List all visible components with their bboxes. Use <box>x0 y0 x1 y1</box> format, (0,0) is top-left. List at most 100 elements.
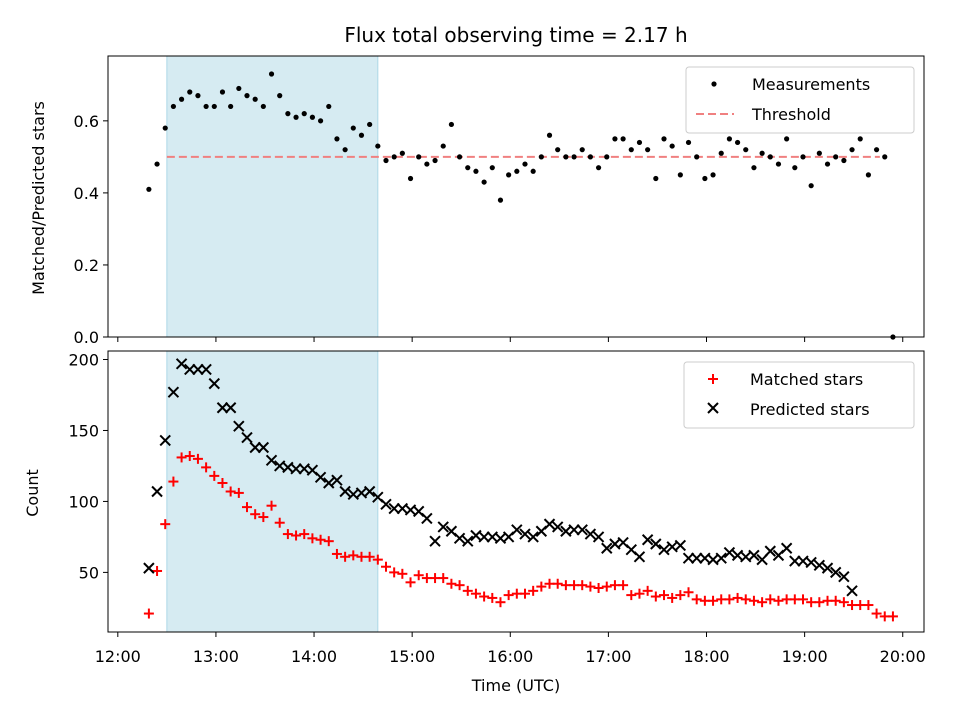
measurement-point <box>211 103 217 110</box>
matched-point <box>160 519 171 530</box>
measurement-point <box>375 143 381 149</box>
matched-point <box>405 577 416 588</box>
measurement-point <box>694 154 700 160</box>
matched-point <box>258 512 269 523</box>
measurement-point <box>833 154 839 160</box>
matched-point <box>397 568 408 579</box>
matched-point <box>176 452 187 463</box>
predicted-point <box>192 363 204 376</box>
predicted-point <box>813 559 826 572</box>
bottom-xtick-label: 15:00 <box>389 647 435 666</box>
measurement-point <box>751 165 757 171</box>
matched-point <box>577 580 588 591</box>
matched-point <box>708 595 719 606</box>
measurement-point <box>604 154 610 160</box>
bottom-axes: 50 100 150 200 12:00 13:00 14:00 15:00 16:00 17:0… <box>68 350 926 666</box>
matched-point <box>413 570 424 581</box>
measurement-point <box>636 139 643 146</box>
bottom-xtick-label: 12:00 <box>95 647 141 666</box>
matched-point <box>593 583 604 594</box>
matched-point <box>757 597 768 608</box>
measurement-point <box>775 161 782 167</box>
matched-point <box>740 594 751 605</box>
predicted-point <box>527 531 539 543</box>
predicted-point <box>249 441 261 454</box>
measurement-point <box>841 157 847 164</box>
measurement-point <box>481 179 487 185</box>
measurement-point <box>873 147 880 153</box>
predicted-point <box>789 555 801 567</box>
measurement-point <box>277 93 283 99</box>
measurement-point <box>350 125 356 131</box>
predicted-point <box>437 521 449 533</box>
matched-point <box>536 581 547 592</box>
matched-point <box>495 597 506 608</box>
measurement-point <box>424 161 430 167</box>
matched-point <box>634 588 645 599</box>
measurement-point <box>178 96 185 102</box>
matched-point <box>217 477 228 488</box>
predicted-point <box>748 549 760 562</box>
bottom-xtick-label: 16:00 <box>487 647 533 666</box>
measurement-point <box>538 154 544 160</box>
predicted-point <box>339 485 351 498</box>
measurement-point <box>391 154 397 160</box>
legend-threshold-label: Threshold <box>751 105 831 124</box>
predicted-point <box>175 358 188 370</box>
measurement-point <box>334 136 340 142</box>
measurement-point <box>620 136 626 142</box>
predicted-point <box>159 434 171 447</box>
predicted-point <box>821 562 834 574</box>
predicted-point <box>233 420 245 432</box>
matched-point <box>773 595 784 606</box>
measurement-point <box>784 136 790 142</box>
top-legend: Measurements Threshold <box>685 66 915 134</box>
measurement-point <box>326 103 332 110</box>
matched-point <box>266 500 277 511</box>
measurement-point <box>587 154 594 160</box>
predicted-point <box>462 535 474 547</box>
measurement-point <box>653 175 659 182</box>
measurement-point <box>530 168 536 174</box>
legend-measurements-label: Measurements <box>752 75 870 94</box>
measurement-point <box>726 136 733 142</box>
predicted-point <box>568 524 580 536</box>
bottom-xtick-label: 14:00 <box>291 647 337 666</box>
matched-point <box>691 594 702 605</box>
matched-point <box>724 594 735 605</box>
bottom-xtick-label: 17:00 <box>585 647 631 666</box>
measurement-point <box>407 175 414 182</box>
measurement-point <box>661 136 667 142</box>
measurement-point <box>702 175 708 182</box>
measurement-point <box>767 154 773 160</box>
legend-matched-marker <box>708 374 718 384</box>
predicted-point <box>576 524 588 536</box>
bottom-ytick-label: 50 <box>79 563 99 582</box>
predicted-point <box>543 518 556 530</box>
predicted-point <box>650 538 662 550</box>
measurement-point <box>563 154 569 160</box>
measurement-point <box>743 147 749 153</box>
measurement-point <box>759 150 765 156</box>
measurement-point <box>456 154 463 160</box>
matched-point <box>830 595 841 606</box>
matched-point <box>438 573 449 584</box>
measurement-point <box>293 114 299 120</box>
predicted-point <box>265 454 278 466</box>
bottom-axes-frame <box>107 350 925 633</box>
matched-point <box>348 550 359 561</box>
measurement-point <box>669 143 675 149</box>
legend-matched-label: Matched stars <box>750 370 863 389</box>
predicted-point <box>143 562 155 574</box>
top-ylabel: Matched/Predicted stars <box>29 101 48 295</box>
measurement-point <box>309 114 316 120</box>
predicted-point <box>241 431 253 444</box>
matched-point <box>487 592 498 603</box>
legend-predicted-marker <box>707 402 719 414</box>
matched-point <box>225 486 236 497</box>
predicted-point <box>601 542 613 554</box>
predicted-point <box>453 532 466 545</box>
predicted-point <box>216 402 229 414</box>
bottom-ylabel: Count <box>23 469 42 517</box>
